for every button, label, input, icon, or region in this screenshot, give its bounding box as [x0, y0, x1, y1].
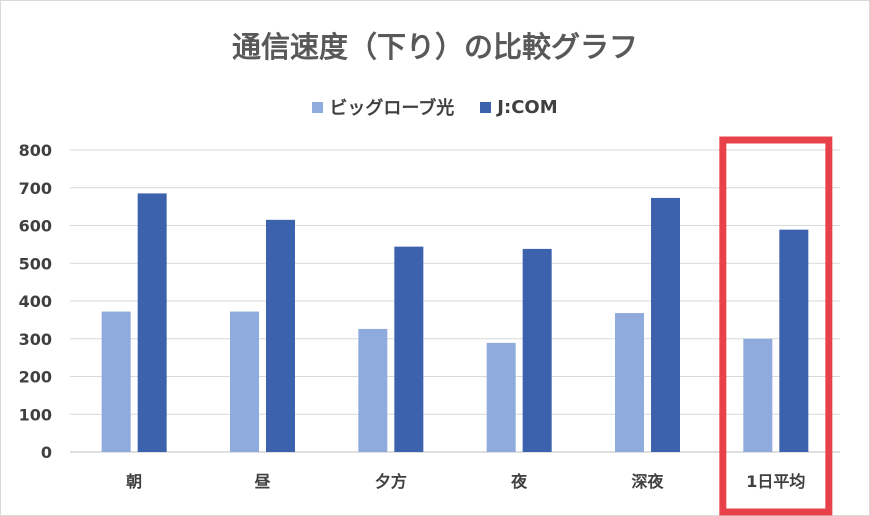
bar-series-1-2 — [230, 311, 259, 452]
y-tick-label: 500 — [19, 254, 52, 273]
y-tick-label: 800 — [19, 141, 52, 160]
x-category-label: 夜 — [510, 472, 528, 491]
legend-swatch-series-1 — [312, 101, 324, 113]
y-tick-label: 400 — [19, 292, 52, 311]
y-tick-label: 600 — [19, 217, 52, 236]
legend-swatch-series-2 — [480, 101, 492, 113]
highlight-box — [719, 136, 833, 516]
bar-series-2-2 — [266, 219, 295, 452]
bar-series-2-1 — [137, 193, 167, 452]
legend-label-series-1: ビッグローブ光 — [329, 98, 455, 119]
bar-series-1-4 — [486, 342, 516, 452]
bar-series-2-3 — [394, 246, 424, 452]
y-tick-label: 700 — [19, 179, 52, 198]
legend-label-series-2: J:COM — [497, 96, 558, 118]
y-tick-label: 100 — [19, 405, 52, 424]
bar-series-1-3 — [358, 328, 388, 452]
y-tick-label: 300 — [19, 330, 52, 349]
x-category-label: 夕方 — [375, 472, 407, 491]
legend-item-series-2: J:COM — [480, 94, 558, 120]
chart-title: 通信速度（下り）の比較グラフ — [231, 30, 638, 64]
x-category-label: 1日平均 — [746, 472, 805, 491]
bar-series-2-4 — [522, 248, 552, 452]
x-category-label: 深夜 — [631, 472, 664, 491]
y-tick-label: 200 — [19, 368, 52, 387]
legend: ビッグローブ光 J:COM — [0, 94, 870, 120]
bar-series-1-5 — [615, 313, 644, 452]
bar-series-1-6 — [743, 338, 773, 452]
bar-series-1-1 — [101, 311, 131, 452]
bar-series-2-6 — [779, 229, 809, 452]
x-category-label: 昼 — [253, 472, 271, 491]
y-tick-label: 0 — [41, 443, 52, 462]
legend-item-series-1: ビッグローブ光 — [312, 94, 454, 120]
x-category-label: 朝 — [126, 472, 142, 491]
bar-series-2-5 — [651, 197, 680, 452]
